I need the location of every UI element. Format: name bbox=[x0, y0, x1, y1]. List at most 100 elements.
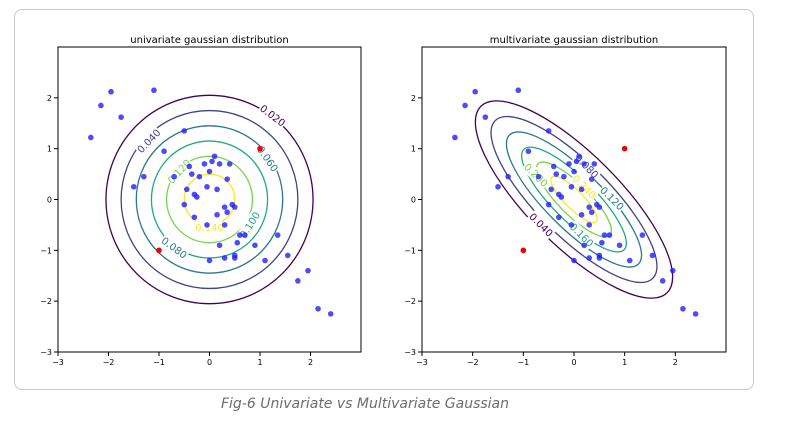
data-point bbox=[566, 161, 572, 167]
x-tick-label: −1 bbox=[153, 358, 165, 367]
data-point bbox=[588, 209, 595, 216]
plot-frame bbox=[57, 46, 362, 353]
data-point bbox=[201, 161, 208, 167]
data-point bbox=[573, 158, 580, 165]
data-point bbox=[588, 176, 595, 182]
contour-label-bg bbox=[597, 183, 627, 214]
data-point bbox=[214, 211, 220, 218]
data-point bbox=[206, 168, 213, 175]
data-point bbox=[211, 153, 218, 160]
highlight-point bbox=[520, 247, 527, 254]
data-point bbox=[659, 278, 666, 284]
contour-label-bg bbox=[566, 220, 597, 250]
y-tick-label: 0 bbox=[47, 196, 52, 205]
x-tick-label: 1 bbox=[257, 358, 262, 367]
highlight-point bbox=[156, 247, 162, 254]
data-point bbox=[482, 114, 489, 120]
chart-panel-1: univariate gaussian distribution0.0200.0… bbox=[40, 35, 362, 367]
data-point bbox=[274, 232, 281, 238]
data-point bbox=[545, 201, 552, 208]
x-tick-label: 2 bbox=[308, 358, 313, 367]
data-point bbox=[649, 252, 656, 259]
data-point bbox=[171, 173, 177, 180]
contour-line bbox=[550, 175, 598, 224]
x-tick-label: 0 bbox=[207, 358, 212, 367]
data-point bbox=[568, 183, 575, 190]
data-point bbox=[226, 161, 233, 167]
data-point bbox=[505, 173, 511, 180]
contour-line bbox=[490, 115, 658, 284]
x-tick-label: 2 bbox=[673, 358, 678, 367]
data-point bbox=[181, 128, 188, 134]
data-point bbox=[581, 161, 587, 167]
data-point bbox=[692, 311, 699, 317]
data-point bbox=[495, 183, 501, 190]
data-point bbox=[209, 158, 215, 165]
data-point bbox=[224, 209, 230, 216]
data-point bbox=[181, 201, 188, 208]
x-tick-label: −1 bbox=[517, 358, 529, 367]
data-point bbox=[214, 186, 220, 193]
data-point bbox=[224, 176, 230, 182]
figure-caption: Fig-6 Univariate vs Multivariate Gaussia… bbox=[220, 396, 509, 412]
data-point bbox=[191, 214, 198, 221]
data-point bbox=[295, 278, 301, 284]
data-point bbox=[553, 171, 560, 177]
y-tick-label: −1 bbox=[40, 246, 52, 255]
contour-label: 0.080 bbox=[159, 236, 189, 262]
data-point bbox=[599, 239, 605, 246]
data-point bbox=[571, 168, 577, 175]
data-point bbox=[186, 163, 193, 170]
data-point bbox=[262, 257, 268, 264]
data-point bbox=[591, 161, 598, 167]
y-tick-label: −2 bbox=[40, 297, 52, 306]
x-tick-label: −2 bbox=[103, 358, 115, 367]
data-point bbox=[130, 183, 137, 190]
data-point bbox=[206, 257, 213, 264]
contour-label-bg bbox=[569, 171, 599, 202]
data-point bbox=[586, 222, 592, 228]
contour-line bbox=[474, 100, 674, 299]
data-point bbox=[183, 186, 190, 193]
data-point bbox=[550, 163, 557, 170]
data-point bbox=[151, 87, 157, 94]
data-point bbox=[571, 257, 577, 264]
y-tick-label: 2 bbox=[411, 94, 416, 103]
data-point bbox=[578, 186, 585, 193]
data-point bbox=[462, 102, 468, 109]
data-point bbox=[98, 102, 104, 109]
data-point bbox=[596, 204, 603, 210]
figure-card bbox=[14, 9, 754, 390]
data-point bbox=[561, 173, 567, 180]
y-tick-label: −3 bbox=[404, 348, 416, 357]
plot-frame bbox=[421, 46, 727, 353]
contour-line bbox=[120, 109, 299, 290]
data-point bbox=[108, 88, 114, 95]
data-point bbox=[315, 305, 321, 312]
data-point bbox=[221, 204, 228, 210]
data-point bbox=[327, 311, 334, 317]
contour-label: 0.020 bbox=[257, 103, 286, 129]
contour-label: 0.140 bbox=[195, 223, 224, 234]
data-point bbox=[118, 114, 124, 120]
data-point bbox=[626, 257, 633, 264]
data-point bbox=[472, 88, 479, 95]
chart-panel-2: multivariate gaussian distribution 0.0400… bbox=[404, 35, 727, 367]
y-tick-label: −2 bbox=[404, 297, 416, 306]
contour-label-bg bbox=[194, 221, 225, 234]
data-point bbox=[221, 222, 228, 228]
contour-label-bg bbox=[526, 210, 556, 240]
data-point bbox=[234, 239, 241, 246]
x-tick-label: 1 bbox=[622, 358, 627, 367]
data-point bbox=[231, 204, 238, 210]
data-point bbox=[680, 305, 686, 312]
data-point bbox=[221, 255, 228, 261]
data-point bbox=[515, 87, 522, 94]
data-point bbox=[141, 173, 147, 180]
chart-title: multivariate gaussian distribution bbox=[490, 35, 659, 46]
data-point bbox=[558, 194, 565, 200]
data-point bbox=[194, 194, 200, 200]
data-point bbox=[606, 232, 613, 238]
contour-label-bg bbox=[164, 156, 194, 187]
